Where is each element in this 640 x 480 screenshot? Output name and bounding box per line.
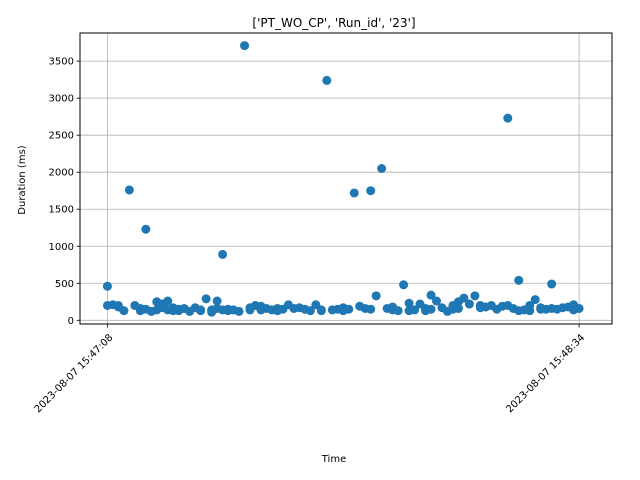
y-tick-label-3: 1500: [49, 205, 74, 216]
data-point-27: [196, 305, 206, 315]
data-point-84: [431, 296, 441, 306]
data-point-91: [459, 293, 469, 303]
data-point-68: [366, 186, 376, 196]
data-point-107: [525, 300, 535, 310]
data-point-90: [453, 303, 463, 313]
plot-frame: [79, 32, 613, 325]
data-point-58: [322, 75, 332, 85]
y-tick-label-5: 2500: [49, 131, 74, 142]
data-point-31: [212, 296, 222, 306]
data-point-76: [404, 298, 414, 308]
chart-title: ['PT_WO_CP', 'Run_id', '23']: [252, 16, 415, 30]
data-point-104: [514, 275, 524, 285]
y-tick-label-4: 2000: [49, 168, 74, 179]
data-point-108: [530, 295, 540, 305]
data-point-38: [234, 306, 244, 316]
y-axis-ticks: 0 500 1000 1500 2000 2500 3000 3500: [49, 57, 80, 327]
data-point-74: [393, 306, 403, 316]
data-point-75: [399, 280, 409, 290]
data-point-69: [371, 291, 381, 301]
y-tick-label-6: 3000: [49, 94, 74, 105]
data-point-70: [377, 164, 387, 174]
y-tick-label-1: 500: [55, 279, 74, 290]
data-point-82: [426, 304, 436, 314]
data-point-57: [316, 306, 326, 316]
y-axis-label: Duration (ms): [17, 145, 28, 214]
data-point-5: [119, 306, 129, 316]
data-point-17: [163, 296, 173, 306]
data-point-34: [218, 249, 228, 259]
data-point-92: [464, 299, 474, 309]
data-point-78: [410, 305, 420, 315]
data-point-67: [366, 304, 376, 314]
data-point-39: [240, 41, 250, 51]
y-tick-label-7: 3500: [49, 57, 74, 68]
data-point-64: [349, 188, 359, 198]
y-tick-label-2: 1000: [49, 242, 74, 253]
data-point-10: [141, 224, 151, 234]
data-point-83: [426, 290, 436, 300]
data-point-112: [547, 279, 557, 289]
data-points: [102, 41, 584, 317]
data-point-63: [344, 304, 354, 314]
data-point-6: [124, 185, 134, 195]
x-axis-label: Time: [321, 454, 346, 465]
grid-lines: [80, 33, 612, 324]
data-point-101: [503, 113, 513, 123]
data-point-0: [102, 281, 112, 291]
data-point-119: [574, 303, 584, 313]
data-point-54: [305, 306, 315, 316]
data-point-93: [470, 291, 480, 301]
y-tick-label-0: 0: [68, 316, 74, 327]
data-point-28: [201, 294, 211, 304]
